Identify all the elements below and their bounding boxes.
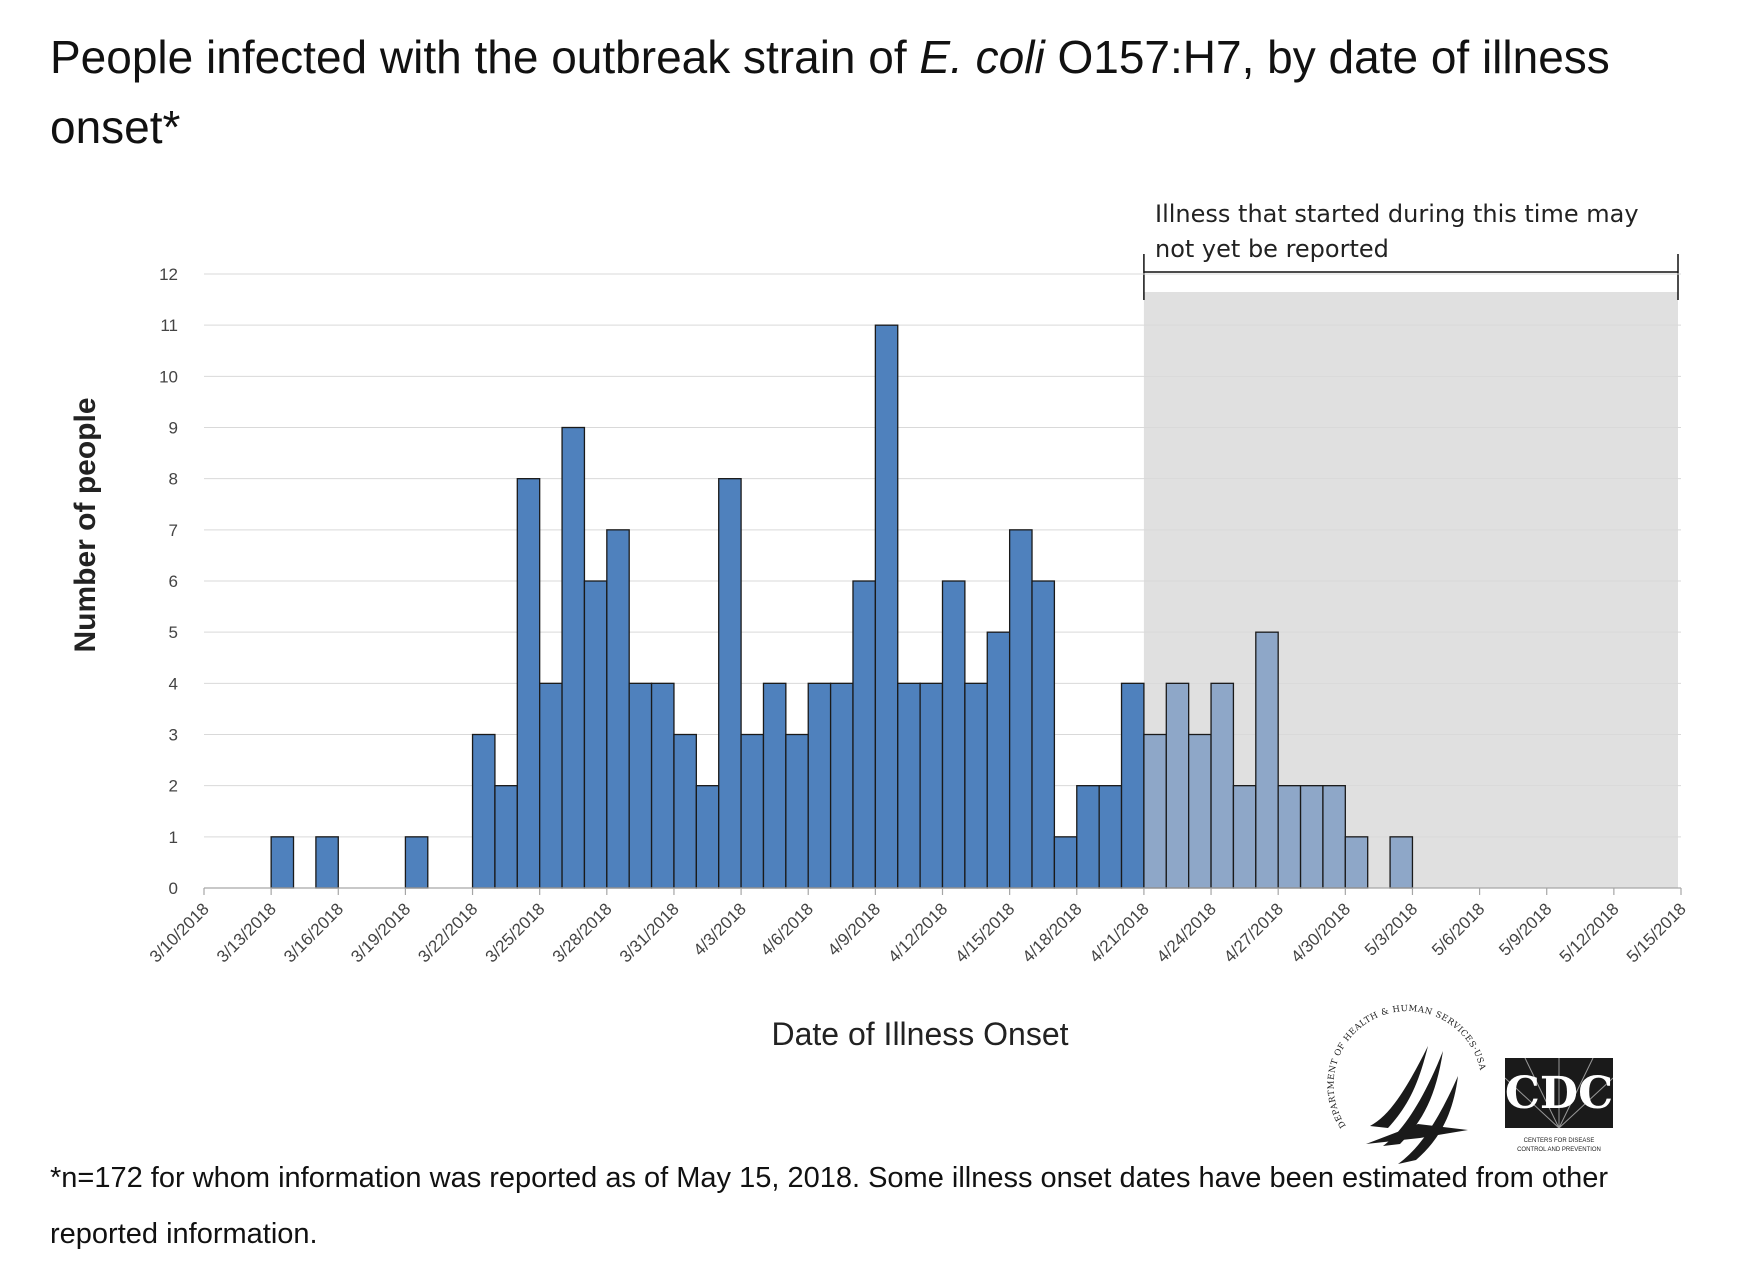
bar (315, 836, 339, 889)
bar (1210, 682, 1235, 889)
bar (1098, 785, 1123, 889)
bar (941, 580, 966, 889)
x-tick-label: 5/15/2018 (1623, 899, 1690, 966)
bar (1389, 836, 1414, 889)
bar (897, 682, 921, 889)
bar (404, 836, 429, 889)
footnote: *n=172 for whom information was reported… (50, 1162, 1608, 1250)
x-tick-label: 3/31/2018 (616, 899, 683, 966)
bar (1299, 785, 1324, 889)
x-tick-label: 4/27/2018 (1220, 899, 1287, 966)
bar (1008, 529, 1033, 889)
bar (1277, 785, 1302, 889)
bar (1344, 836, 1369, 889)
cdc-sub-2: CONTROL AND PREVENTION (1517, 1147, 1601, 1153)
y-tick-label: 9 (169, 419, 178, 438)
annotation-line-1: Illness that started during this time ma… (1155, 200, 1639, 228)
cdc-logo-text: CDC (1505, 1068, 1613, 1119)
chart-title: People infected with the outbreak strain… (50, 31, 1610, 153)
y-tick-label: 0 (169, 879, 178, 898)
bar (919, 682, 944, 889)
bar (785, 733, 809, 889)
bar (1322, 785, 1346, 889)
x-tick-label: 4/9/2018 (824, 899, 884, 959)
x-tick-label: 3/16/2018 (280, 899, 347, 966)
bar (583, 580, 608, 889)
svg-text:DEPARTMENT OF HEALTH & HUMAN S: DEPARTMENT OF HEALTH & HUMAN SERVICES·US… (1327, 1004, 1488, 1130)
bar (539, 682, 563, 889)
bar (964, 682, 988, 889)
x-tick-label: 3/28/2018 (549, 899, 616, 966)
bar (1255, 631, 1279, 889)
y-axis-label: Number of people (69, 397, 102, 652)
bar (1188, 733, 1212, 889)
x-tick-label: 4/3/2018 (690, 899, 750, 959)
cdc-sub-1: CENTERS FOR DISEASE (1524, 1138, 1595, 1144)
x-tick-label: 5/3/2018 (1361, 899, 1421, 959)
bar (606, 529, 630, 889)
bar (718, 478, 742, 889)
bar (1031, 580, 1056, 889)
axes: 3/10/2018 3/13/2018 3/16/2018 3/19/2018 3/22… (146, 887, 1690, 966)
y-tick-label: 7 (169, 521, 178, 540)
x-axis-label: Date of Illness Onset (771, 1016, 1068, 1052)
x-tick-label: 3/10/2018 (146, 899, 213, 966)
x-tick-label: 5/6/2018 (1428, 899, 1488, 959)
x-tick-label: 4/12/2018 (884, 899, 951, 966)
bar (561, 426, 586, 889)
bar (471, 733, 496, 889)
x-tick-label: 4/18/2018 (1019, 899, 1086, 966)
x-tick-label: 3/22/2018 (414, 899, 481, 966)
y-tick-label: 5 (169, 623, 178, 642)
x-tick-label: 5/12/2018 (1556, 899, 1623, 966)
y-tick-label: 12 (159, 265, 178, 284)
bar (986, 631, 1011, 889)
bar (1053, 836, 1078, 889)
y-tick-label: 8 (169, 470, 178, 489)
y-tick-label: 3 (169, 726, 178, 745)
hhs-seal-logo: DEPARTMENT OF HEALTH & HUMAN SERVICES·US… (1327, 1004, 1488, 1164)
y-tick-label: 1 (169, 828, 178, 847)
y-tick-label: 2 (169, 777, 178, 796)
bar (1120, 682, 1145, 889)
x-tick-label: 4/6/2018 (757, 899, 817, 959)
x-tick-label: 3/25/2018 (482, 899, 549, 966)
bar (740, 733, 765, 889)
annotation-line-2: not yet be reported (1155, 235, 1389, 263)
bar (1165, 682, 1190, 889)
bar (628, 682, 653, 889)
bar (829, 682, 854, 889)
x-tick-label: 4/15/2018 (952, 899, 1019, 966)
y-tick-label: 10 (159, 367, 178, 386)
y-tick-label: 4 (169, 674, 178, 693)
x-tick-label: 3/19/2018 (347, 899, 414, 966)
x-tick-label: 3/13/2018 (213, 899, 280, 966)
bar (1076, 785, 1100, 889)
annotation: Illness that started during this time ma… (1155, 200, 1639, 263)
y-tick-label: 6 (169, 572, 178, 591)
bar (874, 324, 899, 889)
y-tick-label: 11 (160, 316, 178, 335)
bar (650, 682, 675, 889)
cdc-logo: CDC CENTERS FOR DISEASE CONTROL AND PREV… (1504, 1057, 1614, 1153)
bar (516, 478, 541, 889)
hhs-seal-text: DEPARTMENT OF HEALTH & HUMAN SERVICES·US… (1327, 1004, 1487, 1130)
bar (1143, 733, 1167, 889)
x-tick-label: 4/30/2018 (1287, 899, 1354, 966)
bar (695, 785, 720, 889)
bar (494, 785, 518, 889)
x-tick-label: 4/21/2018 (1086, 899, 1153, 966)
bar (807, 682, 832, 889)
bar (762, 682, 787, 889)
bar (270, 836, 295, 889)
bar (852, 580, 877, 889)
x-tick-label: 5/9/2018 (1495, 899, 1555, 959)
bar (673, 733, 697, 889)
x-tick-label: 4/24/2018 (1153, 899, 1220, 966)
bar (1232, 785, 1257, 889)
